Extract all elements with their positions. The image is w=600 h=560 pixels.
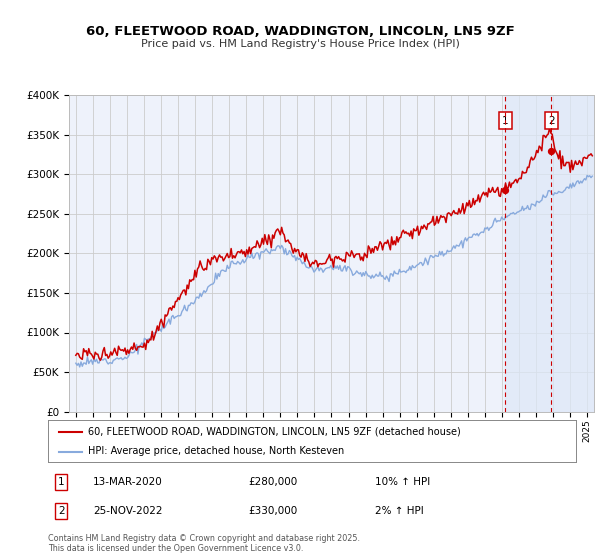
Text: Price paid vs. HM Land Registry's House Price Index (HPI): Price paid vs. HM Land Registry's House …	[140, 39, 460, 49]
Text: 10% ↑ HPI: 10% ↑ HPI	[376, 477, 431, 487]
Text: 2: 2	[58, 506, 65, 516]
Point	[547, 146, 556, 155]
Bar	[505, 95, 594, 412]
Text: Contains HM Land Registry data © Crown copyright and database right 2025.
This d: Contains HM Land Registry data © Crown c…	[48, 534, 360, 553]
Text: 13-MAR-2020: 13-MAR-2020	[93, 477, 163, 487]
Text: 2: 2	[548, 115, 554, 125]
Text: £330,000: £330,000	[248, 506, 298, 516]
Text: 1: 1	[58, 477, 65, 487]
Text: 60, FLEETWOOD ROAD, WADDINGTON, LINCOLN, LN5 9ZF: 60, FLEETWOOD ROAD, WADDINGTON, LINCOLN,…	[86, 25, 514, 38]
Text: 2% ↑ HPI: 2% ↑ HPI	[376, 506, 424, 516]
Text: £280,000: £280,000	[248, 477, 298, 487]
Point	[500, 186, 510, 195]
Text: HPI: Average price, detached house, North Kesteven: HPI: Average price, detached house, Nort…	[88, 446, 344, 456]
Text: 60, FLEETWOOD ROAD, WADDINGTON, LINCOLN, LN5 9ZF (detached house): 60, FLEETWOOD ROAD, WADDINGTON, LINCOLN,…	[88, 427, 460, 437]
Text: 25-NOV-2022: 25-NOV-2022	[93, 506, 163, 516]
Text: 1: 1	[502, 115, 509, 125]
